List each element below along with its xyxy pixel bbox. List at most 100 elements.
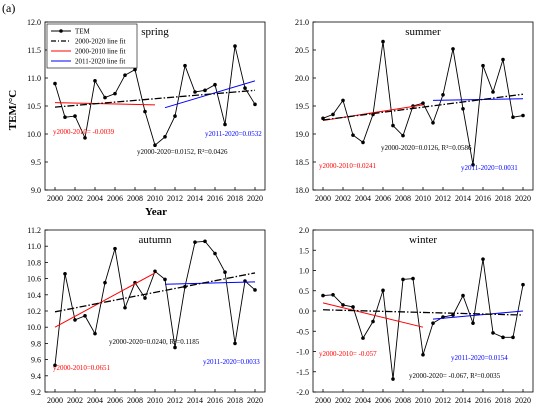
data-point [213,82,217,87]
data-point [321,293,325,298]
data-point [451,313,455,317]
data-point [441,93,445,97]
data-point [193,240,197,244]
data-point [431,321,435,325]
y-tick-label: 19.0 [295,130,309,139]
annotation-early: y2000-2010=0.0651 [53,364,111,372]
x-tick-label: 2012 [435,396,451,405]
data-point [381,39,385,44]
data-point [491,331,495,335]
x-tick-label: 2012 [167,396,183,405]
panel-title: autumn [139,234,172,246]
x-tick-label: 2006 [107,194,123,203]
x-tick-label: 2000 [47,396,63,405]
data-point [401,133,405,138]
x-tick-label: 2006 [107,396,123,405]
x-tick-label: 2014 [455,396,471,405]
x-tick-label: 2004 [87,396,103,405]
data-point [253,288,257,292]
x-tick-label: 2016 [475,396,491,405]
shared-x-axis-label: Year [145,206,167,218]
y-tick-label: 20.0 [295,74,309,83]
data-point [351,133,355,137]
y-tick-label: 18.5 [295,158,309,167]
data-point [113,91,117,96]
y-tick-label: 11.2 [27,226,41,235]
x-tick-label: 2008 [127,396,143,405]
data-point [213,251,217,256]
annotation-all: y2000-2020=0.0126, R²=0.0586 [381,144,472,152]
data-point [103,280,107,285]
data-point [321,116,325,121]
annotation-late: y2011-2020=0.0031 [461,164,518,172]
x-tick-label: 2012 [435,194,451,203]
y-tick-label: 9.6 [31,356,41,365]
y-tick-label: 11.5 [27,46,41,55]
x-tick-label: 2020 [515,396,531,405]
x-tick-label: 2000 [315,396,331,405]
legend-label: 2000-2010 line fit [75,48,126,56]
data-point [163,277,167,282]
x-tick-label: 2016 [475,194,491,203]
data-point [73,318,77,322]
data-point [381,288,385,293]
annotation-early: y2000-2010=0.0241 [319,162,377,170]
y-tick-label: 11.0 [27,242,41,251]
x-tick-label: 2020 [515,194,531,203]
legend-label: 2011-2020 line fit [75,58,125,66]
data-point [421,352,425,357]
data-point [203,88,207,93]
y-tick-label: 10.2 [27,307,41,316]
data-point [461,107,465,111]
x-tick-label: 2010 [147,194,163,203]
annotation-early: y2000-2010= -0.057 [319,350,377,358]
x-tick-label: 2008 [395,194,411,203]
x-tick-label: 2004 [355,194,371,203]
data-point [371,319,375,324]
data-point [193,90,197,94]
y-tick-label: 10.8 [27,258,41,267]
data-point [501,335,505,340]
y-tick-label: 9.5 [31,158,41,167]
data-point [253,102,257,107]
y-tick-label: 19.5 [295,102,309,111]
data-point [243,86,247,90]
y-tick-label: 9.0 [31,186,41,195]
data-point [431,121,435,125]
data-point [233,341,237,346]
data-point [411,276,415,281]
x-tick-label: 2000 [315,194,331,203]
annotation-all: y2000-2020= -0.067, R²=0.0035 [409,372,501,380]
panel-title: spring [141,26,169,38]
x-tick-label: 2006 [375,194,391,203]
y-tick-label: 1.5 [299,246,309,255]
data-point [133,67,137,72]
data-point [471,163,475,167]
panel-autumn: autumn 9.2 9.4 9.6 9.8 10.0 10.2 10.4 10.6 10.8 11… [27,226,266,405]
fit-line-2000-2020 [322,309,524,316]
data-point [491,90,495,94]
x-tick-label: 2010 [415,194,431,203]
annotation-late: y2011-2020=0.0033 [203,358,260,366]
y-tick-label: 10.0 [27,323,41,332]
x-tick-label: 2016 [207,194,223,203]
legend: TEM 2000-2020 line fit 2000-2010 line fit 2… [46,23,138,69]
x-tick-label: 2002 [67,194,83,203]
data-point [233,44,237,48]
data-point [421,101,425,105]
annotation-late: y2011-2020=0.0154 [451,354,508,362]
y-tick-label: -1.5 [296,368,309,377]
fit-line-2000-2010 [54,272,156,328]
x-tick-label: 2014 [455,194,471,203]
panel-title: summer [405,26,441,38]
data-point [341,303,345,307]
y-tick-label: 10.0 [27,130,41,139]
x-tick-label: 2004 [355,396,371,405]
y-tick-label: 12.0 [27,18,41,27]
data-point [53,363,57,368]
data-point [461,293,465,298]
y-tick-label: 9.4 [31,372,41,381]
data-point [223,270,227,274]
y-tick-label: 11.0 [27,74,41,83]
